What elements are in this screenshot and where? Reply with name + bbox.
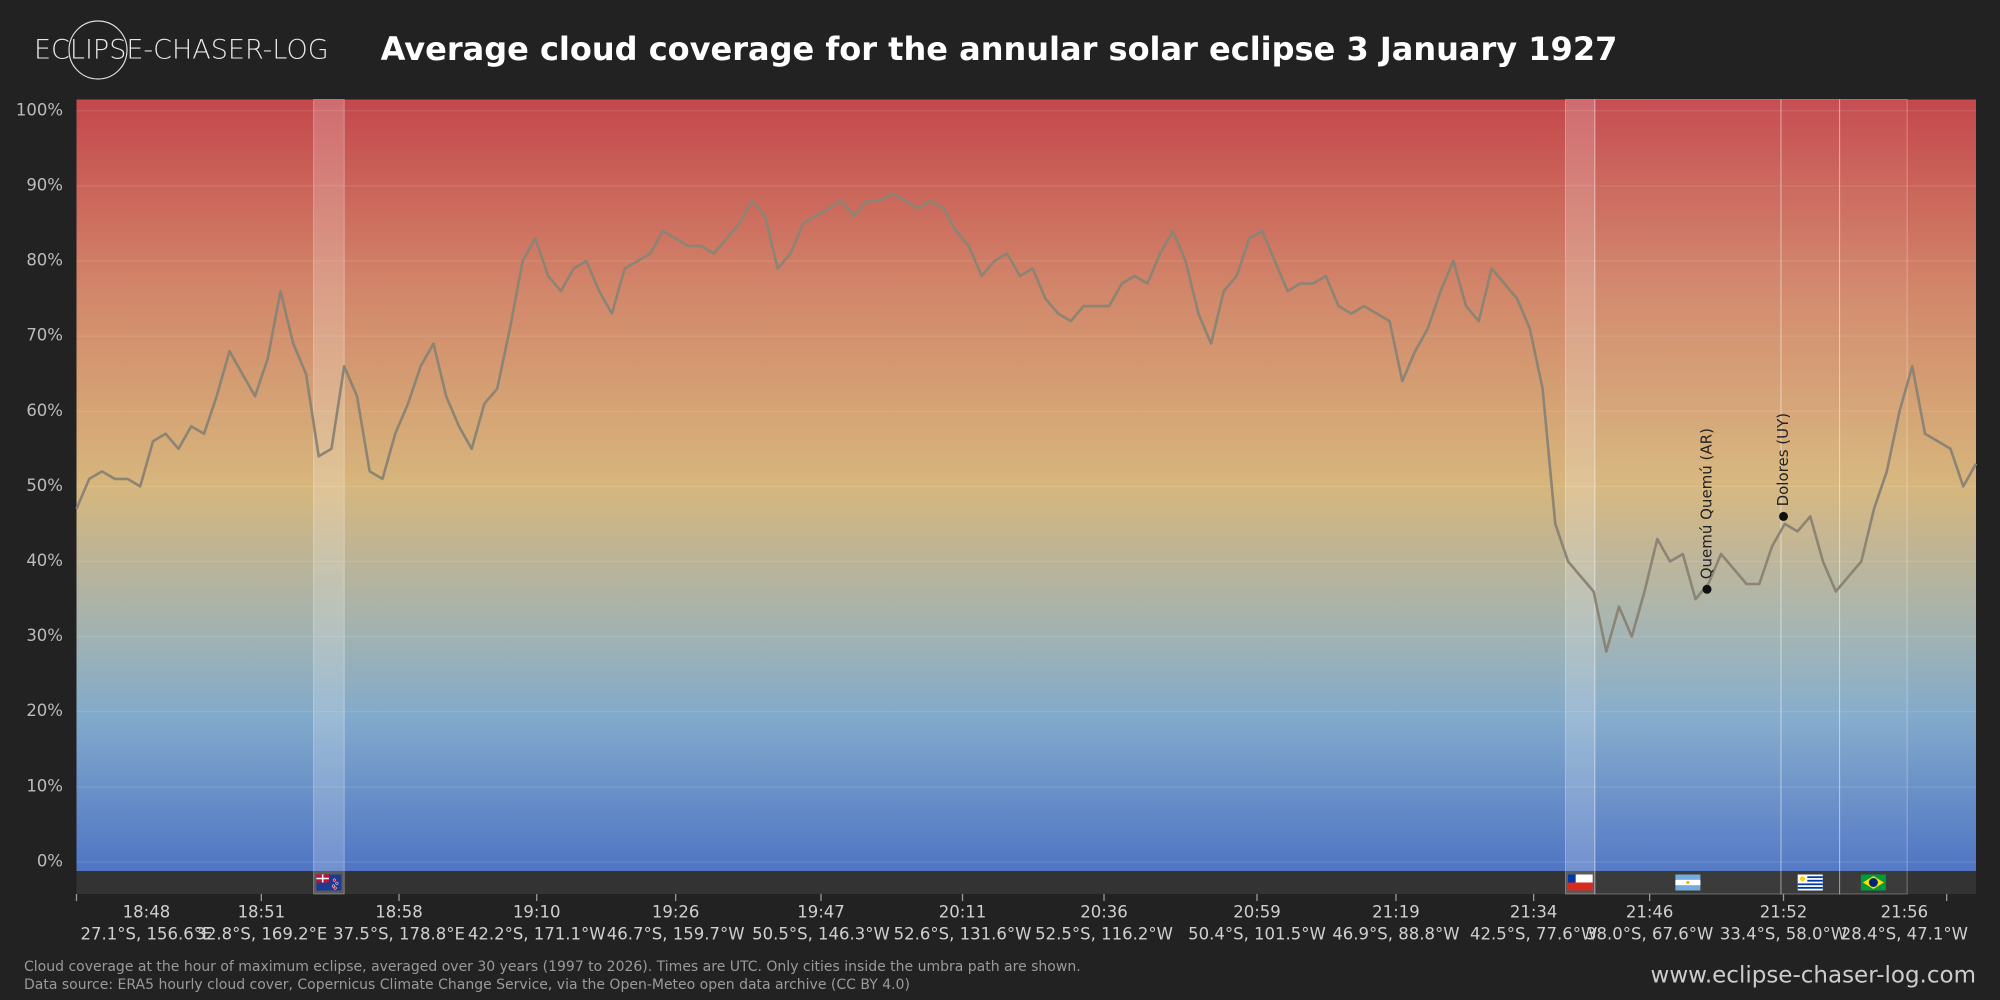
y-tick-label: 60%: [26, 401, 63, 420]
x-tick-sublabel: 28.4°S, 47.1°W: [1841, 925, 1968, 944]
x-tick-label: 18:48: [123, 903, 171, 922]
x-tick-label: 21:52: [1760, 903, 1808, 922]
x-tick-sublabel: 46.7°S, 159.7°W: [607, 925, 745, 944]
flag-part: [1797, 876, 1823, 879]
x-tick-sublabel: 52.6°S, 131.6°W: [894, 925, 1032, 944]
flag-part: [333, 886, 337, 890]
x-tick-label: 19:26: [652, 903, 700, 922]
region-band: [1594, 99, 1782, 895]
x-tick-sublabel: 46.9°S, 88.8°W: [1332, 925, 1459, 944]
x-tick-label: 20:59: [1233, 903, 1281, 922]
flag-part: [1797, 886, 1823, 889]
city-point: [1779, 511, 1789, 521]
x-tick-label: 20:11: [939, 903, 987, 922]
flag-part: [1797, 879, 1823, 882]
flag-part: [1567, 874, 1576, 883]
x-tick-sublabel: 37.5°S, 178.8°E: [333, 925, 465, 944]
flag-part: [335, 881, 339, 885]
y-tick-label: 40%: [26, 551, 63, 570]
flag: [1567, 874, 1593, 891]
y-tick-label: 80%: [26, 251, 63, 270]
flag-part: [1686, 880, 1690, 885]
footnote: Cloud coverage at the hour of maximum ec…: [24, 959, 1081, 975]
x-tick-label: 21:56: [1881, 903, 1929, 922]
flag: [1675, 874, 1701, 891]
logo: ECLIPSE-CHASER-LOG: [34, 35, 329, 66]
flag-part: [1567, 882, 1593, 891]
flag-strip: [76, 871, 1976, 894]
y-tick-label: 100%: [16, 100, 63, 119]
y-tick-label: 10%: [26, 776, 63, 795]
y-tick-label: 0%: [37, 851, 63, 870]
y-tick-label: 70%: [26, 326, 63, 345]
x-tick-sublabel: 52.5°S, 116.2°W: [1035, 925, 1173, 944]
x-tick-sublabel: 33.4°S, 58.0°W: [1720, 925, 1847, 944]
x-tick-label: 20:36: [1080, 903, 1128, 922]
footnote: Data source: ERA5 hourly cloud cover, Co…: [24, 977, 910, 993]
highlight-band: [313, 99, 345, 895]
x-tick-label: 18:51: [238, 903, 286, 922]
region-band: [1780, 99, 1841, 895]
x-tick-sublabel: 50.5°S, 146.3°W: [752, 925, 890, 944]
city-label: Quemú Quemú (AR): [1698, 428, 1716, 579]
flag: [1797, 874, 1823, 891]
y-tick-label: 20%: [26, 701, 63, 720]
y-tick-label: 30%: [26, 626, 63, 645]
x-tick-label: 18:58: [375, 903, 423, 922]
city-point: [1702, 584, 1712, 594]
x-tick-sublabel: 32.8°S, 169.2°E: [195, 925, 327, 944]
x-tick-label: 19:10: [513, 903, 561, 922]
flag-part: [331, 884, 335, 888]
city-label: Dolores (UY): [1774, 413, 1792, 507]
y-tick-label: 90%: [26, 175, 63, 194]
x-tick-sublabel: 38.0°S, 67.6°W: [1586, 925, 1713, 944]
x-tick-label: 21:34: [1510, 903, 1558, 922]
region-band: [1839, 99, 1908, 895]
x-tick-sublabel: 42.5°S, 77.6°W: [1470, 925, 1597, 944]
cloud-line: [75, 192, 1978, 653]
x-tick-label: 19:47: [797, 903, 845, 922]
flag-part: [1799, 876, 1806, 882]
flag: [316, 874, 342, 891]
logo-ring: [68, 20, 128, 80]
flag-part: [1567, 874, 1593, 883]
x-tick-sublabel: 42.2°S, 171.1°W: [468, 925, 606, 944]
flag-part: [332, 878, 336, 882]
y-tick-label: 50%: [26, 476, 63, 495]
flag-part: [1868, 878, 1878, 887]
chart-title: Average cloud coverage for the annular s…: [381, 30, 1618, 68]
x-tick-sublabel: 50.4°S, 101.5°W: [1188, 925, 1326, 944]
x-tick-label: 21:46: [1626, 903, 1674, 922]
highlight-band: [1565, 99, 1596, 895]
plot-background: [76, 99, 1976, 871]
x-tick-sublabel: 27.1°S, 156.6°E: [81, 925, 213, 944]
flag: [1860, 874, 1886, 891]
site-url: www.eclipse-chaser-log.com: [1651, 963, 1976, 989]
flag-part: [1797, 883, 1823, 886]
x-tick-label: 21:19: [1372, 903, 1420, 922]
